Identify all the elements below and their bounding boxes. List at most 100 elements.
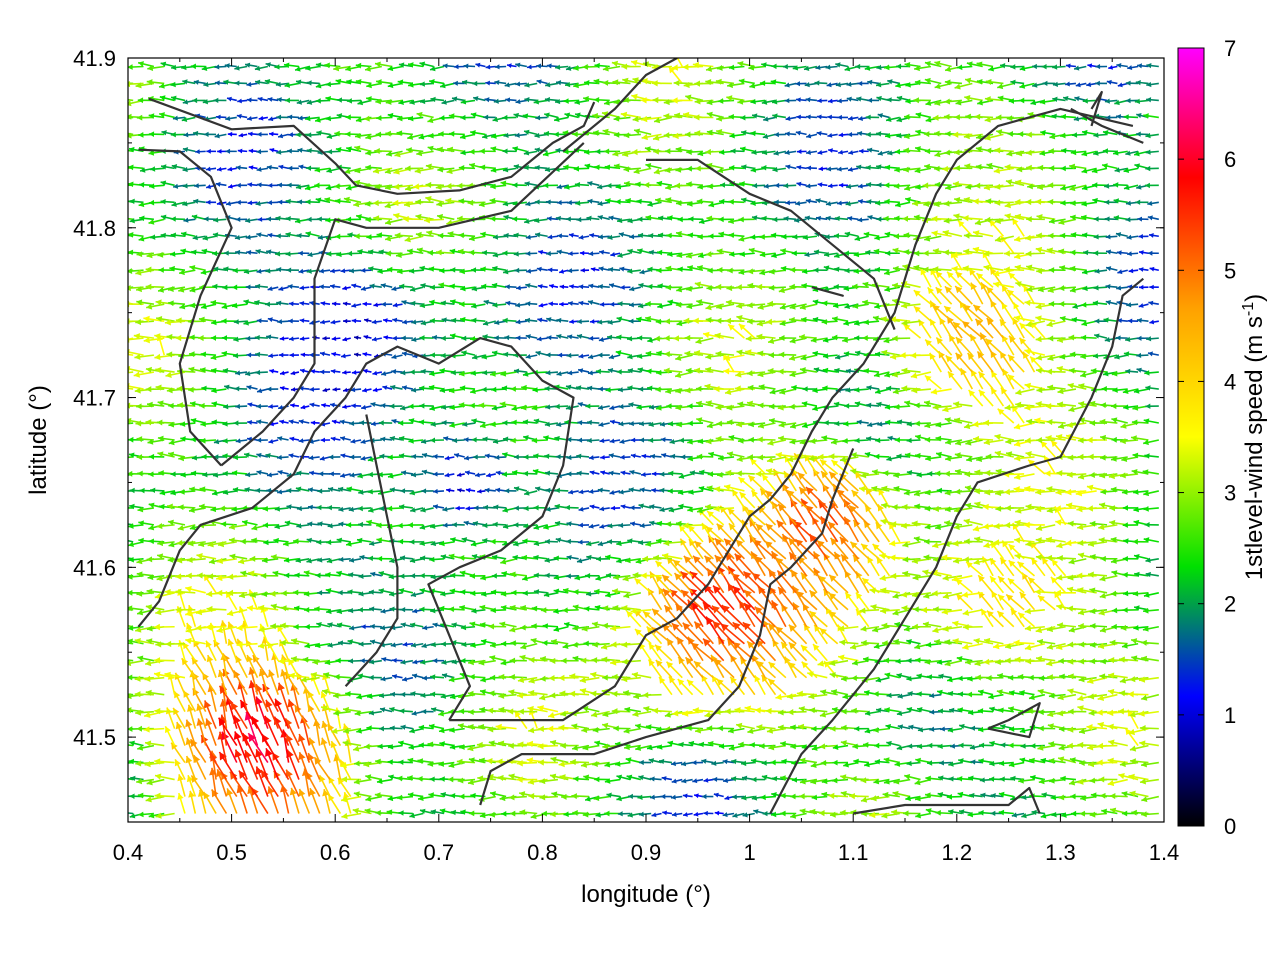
wind-vector-head xyxy=(430,691,436,697)
wind-vector-head xyxy=(298,752,306,761)
wind-vector-head xyxy=(655,726,662,733)
wind-vector-head xyxy=(187,704,194,712)
wind-vector-head xyxy=(650,453,656,459)
wind-vector-head xyxy=(364,743,370,750)
wind-vector-head xyxy=(390,691,395,697)
wind-vector-head xyxy=(338,521,344,527)
wind-vector-head xyxy=(894,404,900,410)
wind-vector-head xyxy=(1119,761,1126,768)
wind-vector-head xyxy=(915,757,922,764)
wind-vector-head xyxy=(652,707,659,714)
wind-vector-head xyxy=(744,705,752,712)
wind-vector-head xyxy=(1041,792,1047,798)
wind-vector-head xyxy=(298,788,306,797)
wind-vector-head xyxy=(1086,484,1094,491)
wind-vector-head xyxy=(400,607,406,613)
wind-vector-head xyxy=(528,689,535,697)
wind-vector-head xyxy=(924,436,931,443)
wind-vector-head xyxy=(170,471,176,477)
wind-vector-head xyxy=(430,641,436,648)
wind-vector-head xyxy=(549,657,556,664)
wind-vector-head xyxy=(1111,570,1118,576)
wind-vector-head xyxy=(566,538,571,545)
wind-vector-head xyxy=(335,657,341,664)
wind-vector-head xyxy=(192,672,200,681)
wind-vector-head xyxy=(533,504,539,511)
wind-vector-head xyxy=(885,723,892,730)
wind-vector-head xyxy=(973,637,980,645)
wind-vector-head xyxy=(576,470,582,476)
wind-vector-head xyxy=(173,707,180,716)
wind-vector-head xyxy=(429,556,435,563)
wind-vector-head xyxy=(496,758,503,765)
wind-vector-head xyxy=(191,455,198,461)
wind-vector-head xyxy=(687,420,693,427)
wind-vector-head xyxy=(487,726,494,733)
wind-vector-head xyxy=(662,810,667,816)
wind-vector-head xyxy=(519,654,526,661)
wind-vector-head xyxy=(136,436,143,443)
wind-vector-head xyxy=(1077,695,1084,702)
wind-vector-head xyxy=(387,759,393,765)
wind-vector-head xyxy=(537,743,544,750)
wind-vector-head xyxy=(1007,674,1014,681)
wind-vector-head xyxy=(399,573,405,579)
wind-vector-head xyxy=(118,505,123,511)
wind-vector-head xyxy=(188,790,195,798)
wind-vector-head xyxy=(135,760,142,767)
wind-vector-head xyxy=(318,471,324,477)
wind-vector-head xyxy=(892,592,899,599)
wind-vector-head xyxy=(660,437,666,443)
wind-vector-head xyxy=(137,470,143,477)
wind-vector-head xyxy=(1067,708,1074,715)
wind-vector-head xyxy=(539,794,546,801)
wind-vector-head xyxy=(896,745,903,751)
wind-vector-head xyxy=(811,794,818,801)
wind-vector-head xyxy=(886,740,892,747)
wind-vector-head xyxy=(592,760,598,767)
wind-vector-head xyxy=(972,421,979,428)
wind-vector-head xyxy=(840,724,847,731)
wind-vector-head xyxy=(1057,554,1063,562)
wind-vector-head xyxy=(410,691,416,697)
wind-vector-head xyxy=(409,728,415,734)
wind-vector-head xyxy=(427,761,434,767)
wind-vector-head xyxy=(649,776,655,782)
wind-vector-head xyxy=(438,761,445,767)
wind-vector-head xyxy=(330,741,338,749)
wind-vector-head xyxy=(1077,778,1084,785)
wind-vector-head xyxy=(1058,744,1065,751)
wind-vector-head xyxy=(219,752,227,761)
wind-vector-head xyxy=(1077,741,1084,749)
wind-vector-head xyxy=(511,589,517,596)
wind-vector-head xyxy=(642,691,649,699)
wind-vector-head xyxy=(862,742,869,748)
wind-vector-head xyxy=(668,676,676,684)
wind-vector-head xyxy=(647,744,653,751)
wind-vector-head xyxy=(927,742,933,749)
wind-vector-head xyxy=(1089,777,1096,784)
wind-vector-head xyxy=(513,522,519,528)
wind-vector-head xyxy=(156,523,163,530)
wind-vector-head xyxy=(590,690,597,697)
wind-vector-head xyxy=(308,737,316,746)
wind-vector-head xyxy=(409,812,415,819)
wind-vector-head xyxy=(1129,711,1136,718)
wind-vector-head xyxy=(407,792,414,798)
wind-vector-head xyxy=(879,553,886,560)
wind-vector-head xyxy=(1037,688,1044,695)
wind-vector-head xyxy=(594,776,600,783)
wind-vector-head xyxy=(623,689,629,696)
wind-vector-head xyxy=(342,740,349,747)
wind-vector-head xyxy=(1099,792,1106,799)
wind-vector-head xyxy=(468,757,475,764)
wind-vector-head xyxy=(566,471,572,477)
wind-vector-head xyxy=(624,744,630,751)
wind-vector-head xyxy=(998,760,1005,767)
wind-vector-head xyxy=(469,402,475,409)
wind-vector-head xyxy=(294,572,300,579)
wind-vector-shaft xyxy=(128,625,134,628)
wind-vector-head xyxy=(539,778,546,785)
wind-vector-head xyxy=(915,795,921,802)
wind-vector-head xyxy=(314,606,320,612)
